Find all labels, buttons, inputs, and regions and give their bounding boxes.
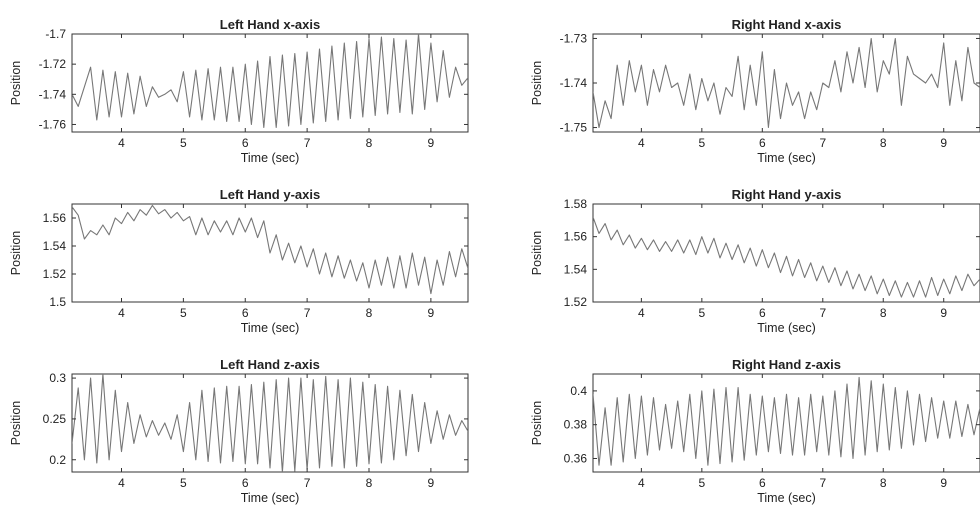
left-hand-x-ytick-label: -1.74 [39, 87, 67, 101]
right-hand-z-axes-box [592, 373, 980, 473]
right-hand-y-series-line [593, 216, 980, 298]
left-hand-z-ylabel: Position [9, 401, 23, 446]
right-hand-z-xlabel: Time (sec) [757, 491, 816, 505]
right-hand-z-panel: Right Hand z-axis 4 5 6 7 8 9 0.4 0.38 0.36 Time (… [530, 357, 980, 505]
right-hand-y-xtick-label: 6 [759, 306, 766, 320]
right-hand-y-ylabel: Position [530, 231, 544, 276]
right-hand-y-xtick-label: 8 [880, 306, 887, 320]
left-hand-z-xtick-label: 8 [366, 476, 373, 490]
left-hand-y-title: Left Hand y-axis [220, 187, 320, 202]
right-hand-x-xtick-label: 8 [880, 136, 887, 150]
right-hand-x-xtick-label: 4 [638, 136, 645, 150]
right-hand-x-xtick-label: 5 [699, 136, 706, 150]
left-hand-y-ytick-label: 1.5 [49, 295, 66, 309]
right-hand-y-xtick-label: 4 [638, 306, 645, 320]
left-hand-x-xlabel: Time (sec) [241, 151, 300, 165]
left-hand-x-title: Left Hand x-axis [220, 17, 320, 32]
left-hand-y-ytick-label: 1.54 [43, 239, 67, 253]
left-hand-z-xtick-label: 4 [118, 476, 125, 490]
right-hand-x-ytick-label: -1.75 [560, 121, 588, 135]
left-hand-x-ytick-label: -1.72 [39, 57, 67, 71]
left-hand-y-ytick-label: 1.56 [43, 211, 67, 225]
right-hand-y-axes-box [592, 203, 980, 303]
right-hand-x-ylabel: Position [530, 61, 544, 106]
left-hand-y-panel: Left Hand y-axis 4 5 6 7 8 9 1.56 1.54 1.52 1.5 Tim… [9, 187, 469, 335]
right-hand-y-ytick-label: 1.56 [564, 230, 588, 244]
left-hand-z-axes-box [71, 373, 469, 473]
right-hand-z-xtick-label: 6 [759, 476, 766, 490]
right-hand-z-series-line [593, 376, 980, 466]
left-hand-z-xlabel: Time (sec) [241, 491, 300, 505]
left-hand-z-ytick-label: 0.2 [49, 453, 66, 467]
right-hand-y-ytick-label: 1.54 [564, 262, 588, 276]
left-hand-x-xtick-label: 5 [180, 136, 187, 150]
right-hand-x-series-line [593, 37, 980, 129]
left-hand-y-xtick-label: 5 [180, 306, 187, 320]
left-hand-x-panel: Left Hand x-axis 4 5 6 7 8 9 -1.7 -1.72 -1.74 -1.7… [9, 17, 469, 165]
left-hand-x-xtick-label: 6 [242, 136, 249, 150]
right-hand-z-ylabel: Position [530, 401, 544, 446]
left-hand-x-xtick-label: 4 [118, 136, 125, 150]
left-hand-z-series-line [72, 374, 468, 472]
right-hand-y-xlabel: Time (sec) [757, 321, 816, 335]
right-hand-y-xtick-label: 7 [819, 306, 826, 320]
left-hand-y-xtick-label: 7 [304, 306, 311, 320]
right-hand-y-panel: Right Hand y-axis 4 5 6 7 8 9 1.58 1.56 1.54 1.52 T… [530, 187, 980, 335]
right-hand-z-title: Right Hand z-axis [732, 357, 841, 372]
left-hand-x-xtick-label: 7 [304, 136, 311, 150]
right-hand-z-xtick-label: 7 [819, 476, 826, 490]
left-hand-z-panel: Left Hand z-axis 4 5 6 7 8 9 0.3 0.25 0.2 Time (se… [9, 357, 469, 505]
right-hand-x-xtick-label: 6 [759, 136, 766, 150]
left-hand-x-xtick-label: 9 [428, 136, 435, 150]
left-hand-y-ytick-label: 1.52 [43, 267, 67, 281]
right-hand-y-ytick-label: 1.58 [564, 197, 588, 211]
right-hand-x-xtick-label: 7 [819, 136, 826, 150]
right-hand-x-xlabel: Time (sec) [757, 151, 816, 165]
left-hand-x-ytick-label: -1.76 [39, 117, 67, 131]
right-hand-x-title: Right Hand x-axis [732, 17, 842, 32]
right-hand-z-ytick-label: 0.4 [570, 384, 587, 398]
left-hand-z-xtick-label: 6 [242, 476, 249, 490]
right-hand-z-xtick-label: 5 [699, 476, 706, 490]
right-hand-z-xtick-label: 8 [880, 476, 887, 490]
left-hand-y-ylabel: Position [9, 231, 23, 276]
right-hand-y-title: Right Hand y-axis [732, 187, 842, 202]
left-hand-y-xtick-label: 9 [428, 306, 435, 320]
right-hand-x-panel: Right Hand x-axis 4 5 6 7 8 9 -1.73 -1.74 -1.75 Ti… [530, 17, 980, 165]
left-hand-y-xtick-label: 8 [366, 306, 373, 320]
right-hand-y-xtick-label: 5 [699, 306, 706, 320]
left-hand-y-xtick-label: 6 [242, 306, 249, 320]
left-hand-z-xtick-label: 5 [180, 476, 187, 490]
right-hand-x-xtick-label: 9 [940, 136, 947, 150]
left-hand-z-xtick-label: 7 [304, 476, 311, 490]
left-hand-y-series-line [72, 204, 468, 295]
right-hand-z-ytick-label: 0.36 [564, 451, 588, 465]
right-hand-y-ytick-label: 1.52 [564, 295, 588, 309]
left-hand-z-ytick-label: 0.25 [43, 412, 67, 426]
left-hand-y-xtick-label: 4 [118, 306, 125, 320]
right-hand-y-xtick-label: 9 [940, 306, 947, 320]
right-hand-x-ytick-label: -1.74 [560, 76, 588, 90]
left-hand-z-title: Left Hand z-axis [220, 357, 320, 372]
right-hand-z-xtick-label: 4 [638, 476, 645, 490]
left-hand-y-xlabel: Time (sec) [241, 321, 300, 335]
left-hand-x-ylabel: Position [9, 61, 23, 106]
left-hand-z-xtick-label: 9 [428, 476, 435, 490]
left-hand-x-series-line [72, 34, 468, 129]
right-hand-z-xtick-label: 9 [940, 476, 947, 490]
right-hand-x-ytick-label: -1.73 [560, 31, 588, 45]
left-hand-x-xtick-label: 8 [366, 136, 373, 150]
left-hand-x-axes-box [71, 33, 469, 133]
left-hand-z-ytick-label: 0.3 [49, 371, 66, 385]
left-hand-x-ytick-label: -1.7 [45, 27, 66, 41]
right-hand-z-ytick-label: 0.38 [564, 418, 588, 432]
